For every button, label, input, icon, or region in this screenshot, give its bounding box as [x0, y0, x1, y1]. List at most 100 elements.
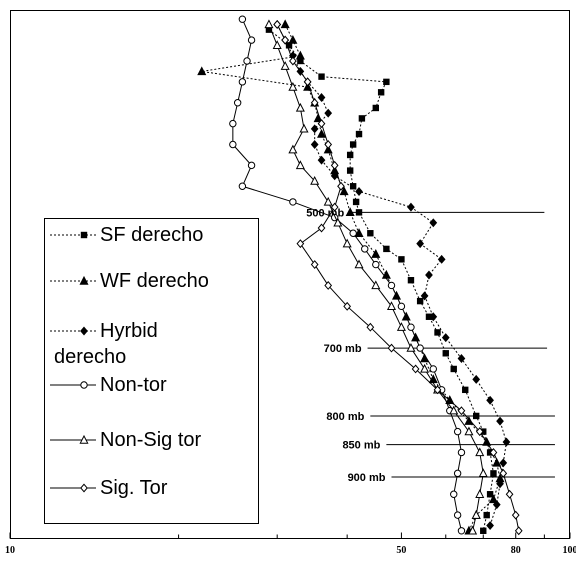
data-point — [288, 81, 298, 91]
data-point — [407, 202, 415, 212]
data-point — [425, 313, 433, 320]
data-point — [407, 323, 415, 331]
data-point — [285, 42, 293, 49]
legend-label: WF derecho — [100, 270, 209, 292]
legend-entry: Non-Sig tor — [50, 429, 201, 451]
data-point — [383, 78, 390, 86]
pressure-level-label: 800 mb — [326, 411, 364, 423]
data-point — [238, 15, 247, 23]
legend-entry: Sig. Tor — [50, 477, 168, 499]
data-point — [333, 217, 343, 227]
data-point — [453, 511, 462, 519]
data-point — [355, 187, 363, 196]
data-point — [281, 35, 290, 45]
data-point — [310, 98, 319, 108]
data-point — [324, 140, 333, 149]
data-point — [420, 363, 430, 373]
x-tick-label: 100 — [563, 545, 576, 556]
x-tick-label: 80 — [511, 545, 521, 556]
x-axis: 10 50 80 100 — [5, 532, 576, 556]
legend-label: Non-tor — [100, 374, 167, 396]
data-point — [453, 469, 462, 478]
data-point — [317, 155, 326, 165]
data-point — [317, 128, 327, 138]
data-point — [488, 494, 498, 504]
data-point — [310, 260, 319, 270]
data-point — [310, 140, 319, 149]
data-point — [303, 77, 312, 87]
data-point — [453, 427, 462, 436]
series-line — [268, 29, 494, 531]
legend-entry: WF derecho — [50, 270, 209, 292]
data-point — [354, 259, 364, 269]
data-point — [264, 19, 274, 29]
data-point — [330, 160, 339, 170]
series-sf-derecho — [265, 26, 497, 534]
data-point — [349, 141, 357, 148]
data-point — [296, 239, 305, 249]
data-point — [366, 322, 375, 332]
data-point — [437, 254, 446, 264]
data-point — [297, 57, 304, 65]
data-point — [343, 301, 352, 311]
data-point — [457, 406, 466, 416]
data-point — [330, 202, 339, 212]
data-point — [511, 510, 520, 520]
data-point — [229, 140, 237, 149]
data-point — [457, 354, 466, 363]
data-point — [457, 448, 466, 457]
data-point — [499, 458, 508, 468]
x-tick-label: 10 — [5, 545, 15, 556]
data-point — [238, 78, 247, 86]
data-point — [324, 108, 333, 118]
data-point — [372, 260, 380, 269]
data-point — [295, 160, 305, 170]
data-point — [299, 123, 309, 133]
data-point — [457, 527, 466, 535]
data-point — [499, 468, 508, 478]
data-point — [492, 500, 501, 510]
data-point — [339, 186, 349, 196]
legend-swatch-marker — [79, 275, 89, 285]
data-point — [450, 365, 457, 373]
data-point — [358, 115, 366, 122]
data-point — [420, 291, 429, 301]
data-point — [480, 527, 487, 534]
data-point — [288, 35, 298, 44]
data-point — [273, 19, 282, 29]
data-point — [383, 245, 390, 253]
data-point — [449, 405, 459, 415]
data-point — [247, 161, 256, 170]
data-point — [371, 280, 381, 290]
data-point — [243, 57, 251, 65]
plot-frame — [10, 10, 570, 539]
data-point — [429, 365, 437, 373]
legend-box — [44, 218, 259, 524]
data-point — [397, 302, 406, 311]
data-point — [265, 26, 273, 33]
data-point — [361, 245, 369, 253]
data-point — [425, 270, 433, 280]
data-point — [229, 119, 237, 128]
data-point — [346, 167, 354, 174]
data-point — [475, 427, 484, 437]
data-point — [318, 73, 325, 80]
series-sig-tor — [273, 19, 523, 536]
data-point — [387, 281, 396, 290]
data-point — [352, 198, 360, 206]
data-point — [272, 40, 282, 50]
data-point — [502, 437, 511, 447]
data-point — [486, 395, 494, 405]
series-non-sig-tor — [264, 19, 488, 535]
series-group — [197, 15, 523, 536]
data-point — [398, 256, 405, 263]
data-point — [396, 322, 406, 331]
data-point — [462, 386, 469, 394]
data-point — [386, 301, 397, 311]
data-point — [295, 102, 305, 112]
data-point — [317, 223, 326, 233]
data-point — [197, 66, 207, 76]
legend-swatch-marker — [79, 434, 89, 444]
data-point — [429, 218, 438, 228]
